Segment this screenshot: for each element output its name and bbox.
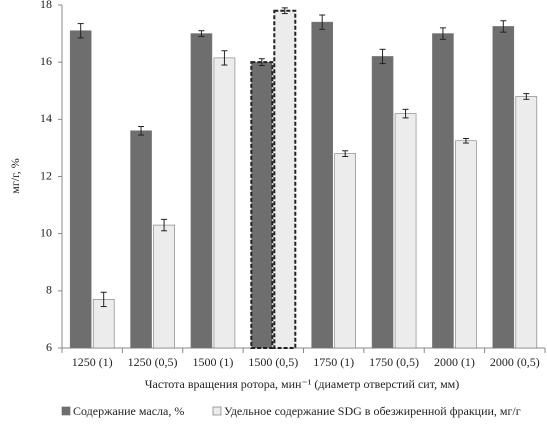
error-bar bbox=[258, 58, 265, 67]
x-tick-label: 1500 (0,5) bbox=[248, 355, 298, 369]
y-tick-label: 18 bbox=[40, 0, 52, 11]
bar bbox=[250, 61, 274, 350]
bar bbox=[455, 140, 477, 349]
error-bar bbox=[462, 137, 469, 144]
error-bar bbox=[198, 30, 205, 37]
legend-label: Содержание масла, % bbox=[73, 404, 184, 418]
bar bbox=[394, 113, 417, 349]
bar bbox=[190, 33, 213, 349]
x-tick-label: 1750 (0,5) bbox=[369, 355, 419, 369]
y-tick-label: 12 bbox=[40, 168, 52, 182]
y-tick-label: 14 bbox=[40, 111, 52, 125]
y-tick-label: 10 bbox=[40, 225, 52, 239]
bar bbox=[130, 130, 152, 349]
error-bar bbox=[379, 48, 386, 65]
x-tick-label: 1250 (0,5) bbox=[128, 355, 178, 369]
bar bbox=[432, 33, 454, 349]
bar bbox=[153, 224, 175, 349]
legend-label: Удельное содержание SDG в обезжиренной ф… bbox=[224, 404, 521, 418]
x-tick-label: 1500 (1) bbox=[192, 355, 233, 369]
error-bar bbox=[281, 7, 288, 15]
error-bar bbox=[342, 150, 349, 157]
y-tick-label: 8 bbox=[46, 283, 52, 297]
x-tick-label: 1750 (1) bbox=[313, 355, 354, 369]
y-axis-title: мг/г, % bbox=[8, 158, 22, 193]
x-tick-label: 2000 (0,5) bbox=[490, 355, 540, 369]
error-bar bbox=[138, 125, 145, 136]
bar bbox=[334, 153, 356, 349]
error-bar bbox=[319, 14, 326, 30]
bar bbox=[69, 30, 92, 349]
error-bar bbox=[500, 20, 507, 33]
y-tick-label: 6 bbox=[46, 340, 52, 354]
error-bar bbox=[221, 50, 228, 66]
error-bar bbox=[402, 108, 409, 119]
y-tick-label: 16 bbox=[40, 54, 52, 68]
error-bar bbox=[161, 218, 168, 232]
bar bbox=[371, 56, 394, 349]
x-tick-label: 1250 (1) bbox=[72, 355, 113, 369]
x-axis-title: Частота вращения ротора, мин⁻¹ (диаметр … bbox=[145, 377, 460, 391]
bar bbox=[273, 9, 297, 349]
error-bar bbox=[100, 291, 107, 308]
legend-swatch bbox=[212, 406, 222, 416]
x-tick-label: 2000 (1) bbox=[434, 355, 475, 369]
bar bbox=[213, 57, 236, 349]
legend-swatch bbox=[61, 406, 71, 416]
bar bbox=[492, 26, 515, 349]
error-bar bbox=[439, 27, 446, 40]
bar bbox=[311, 21, 333, 349]
error-bar bbox=[77, 23, 84, 39]
bar bbox=[515, 96, 538, 349]
error-bar bbox=[523, 93, 530, 100]
